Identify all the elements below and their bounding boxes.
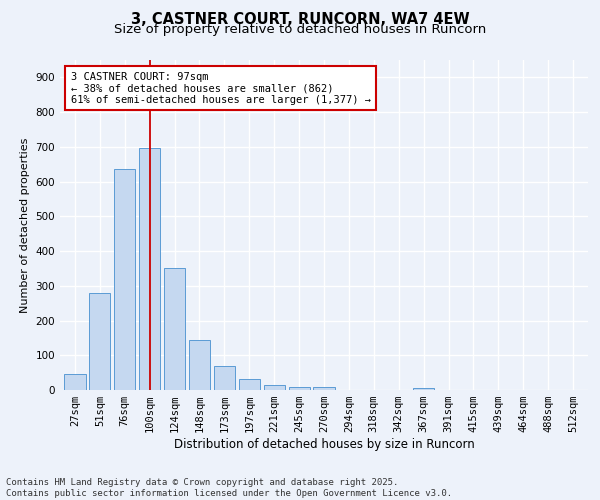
Bar bbox=[64, 374, 86, 390]
Bar bbox=[313, 387, 335, 390]
Bar bbox=[239, 379, 260, 390]
Bar bbox=[289, 386, 310, 390]
Bar bbox=[263, 385, 285, 390]
Bar bbox=[139, 148, 160, 390]
Text: Size of property relative to detached houses in Runcorn: Size of property relative to detached ho… bbox=[114, 22, 486, 36]
Bar bbox=[189, 340, 210, 390]
Text: 3 CASTNER COURT: 97sqm
← 38% of detached houses are smaller (862)
61% of semi-de: 3 CASTNER COURT: 97sqm ← 38% of detached… bbox=[71, 72, 371, 105]
Bar bbox=[164, 268, 185, 390]
Bar bbox=[89, 292, 110, 390]
X-axis label: Distribution of detached houses by size in Runcorn: Distribution of detached houses by size … bbox=[173, 438, 475, 451]
Bar bbox=[114, 170, 136, 390]
Text: 3, CASTNER COURT, RUNCORN, WA7 4EW: 3, CASTNER COURT, RUNCORN, WA7 4EW bbox=[131, 12, 469, 28]
Bar bbox=[214, 366, 235, 390]
Bar bbox=[413, 388, 434, 390]
Text: Contains HM Land Registry data © Crown copyright and database right 2025.
Contai: Contains HM Land Registry data © Crown c… bbox=[6, 478, 452, 498]
Y-axis label: Number of detached properties: Number of detached properties bbox=[20, 138, 30, 312]
